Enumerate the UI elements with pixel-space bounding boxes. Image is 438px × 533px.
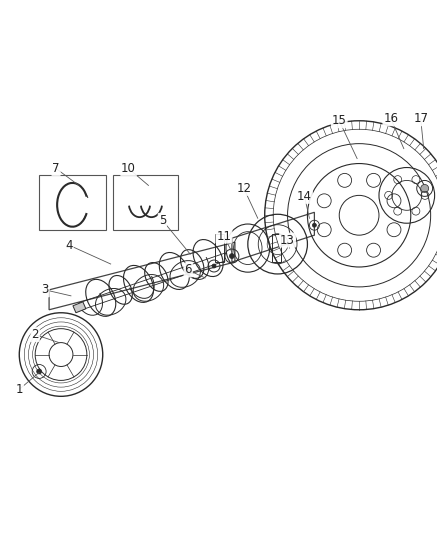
Circle shape — [421, 184, 429, 192]
Text: 5: 5 — [159, 214, 166, 227]
Text: 6: 6 — [184, 263, 192, 277]
Text: 1: 1 — [15, 383, 23, 396]
Text: 17: 17 — [413, 112, 428, 125]
Circle shape — [37, 369, 42, 374]
Text: 4: 4 — [65, 239, 73, 252]
Polygon shape — [73, 302, 86, 313]
Text: 14: 14 — [297, 190, 312, 203]
Bar — [113, 175, 178, 230]
Text: 11: 11 — [216, 230, 231, 243]
Text: 15: 15 — [332, 114, 346, 127]
Circle shape — [312, 223, 316, 227]
Bar — [39, 175, 106, 230]
Text: 13: 13 — [280, 233, 295, 247]
Text: 3: 3 — [42, 284, 49, 296]
Circle shape — [212, 264, 216, 268]
Text: 16: 16 — [383, 112, 399, 125]
Text: 10: 10 — [121, 162, 136, 175]
Text: 12: 12 — [237, 182, 251, 195]
Text: 2: 2 — [32, 328, 39, 341]
Text: 7: 7 — [52, 162, 60, 175]
Circle shape — [230, 254, 234, 259]
